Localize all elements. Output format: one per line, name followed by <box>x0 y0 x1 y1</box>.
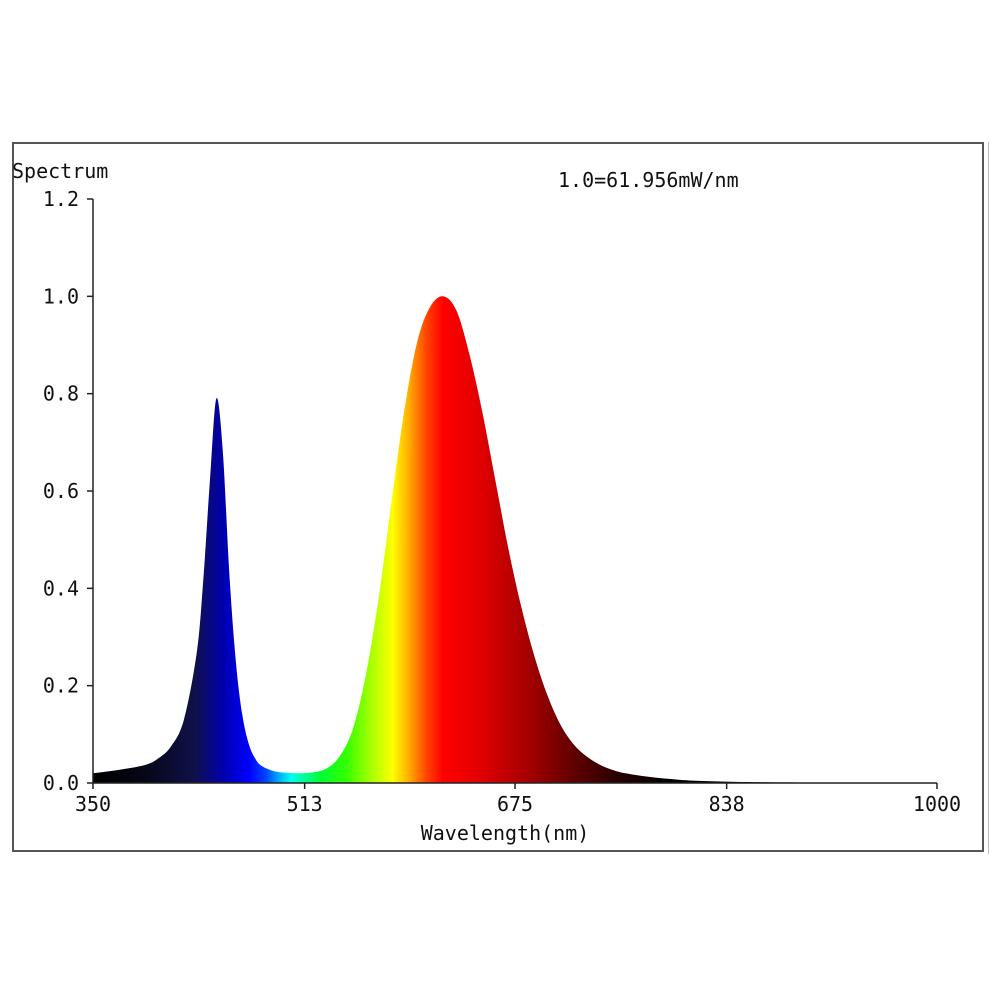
y-tick-label: 1.0 <box>43 284 79 308</box>
y-tick-label: 0.4 <box>43 576 79 600</box>
spectrum-area <box>93 296 937 783</box>
x-tick-label: 838 <box>709 792 745 816</box>
scale-annotation: 1.0=61.956mW/nm <box>558 168 739 192</box>
y-tick-label: 0.6 <box>43 479 79 503</box>
x-tick-label: 350 <box>75 792 111 816</box>
x-tick-label: 675 <box>497 792 533 816</box>
x-ticks: 350 513 675 838 1000 <box>75 783 961 816</box>
y-tick-label: 0.8 <box>43 382 79 406</box>
x-axis-label: Wavelength(nm) <box>421 821 590 845</box>
chart-frame <box>12 142 984 852</box>
x-tick-label: 513 <box>287 792 323 816</box>
x-tick-label: 1000 <box>913 792 961 816</box>
y-tick-label: 1.2 <box>43 187 79 211</box>
y-tick-label: 0.0 <box>43 771 79 795</box>
y-tick-label: 0.2 <box>43 674 79 698</box>
chart-title: Spectrum <box>12 159 108 183</box>
frame-edge-line <box>988 142 989 854</box>
y-ticks: 0.0 0.2 0.4 0.6 0.8 1.0 1.2 <box>43 187 93 795</box>
